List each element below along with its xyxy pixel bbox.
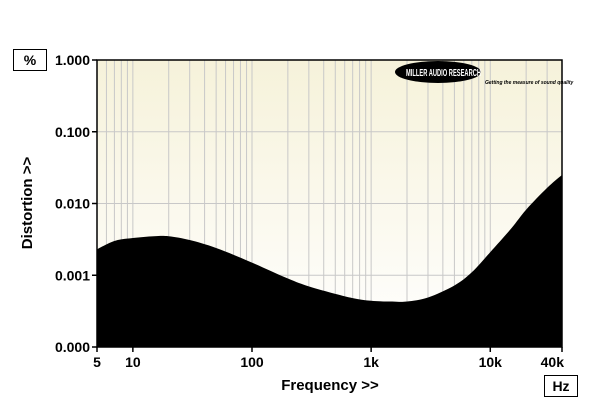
x-tick-label: 100 bbox=[240, 354, 264, 370]
x-tick-label: 10 bbox=[125, 354, 141, 370]
series-layer bbox=[97, 174, 562, 347]
y-tick-label: 0.100 bbox=[55, 124, 90, 140]
logo-tagline: Getting the measure of sound quality bbox=[485, 80, 574, 86]
logo-main-text: MILLER AUDIO RESEARCH bbox=[406, 67, 481, 79]
y-axis-title: Distortion >> bbox=[19, 157, 36, 250]
x-tick-label: 40k bbox=[541, 354, 565, 370]
y-unit-label: % bbox=[13, 49, 47, 71]
x-axis-title: Frequency >> bbox=[281, 377, 379, 394]
x-tick-label: 10k bbox=[479, 354, 503, 370]
x-tick-label: 1k bbox=[363, 354, 379, 370]
x-axis-ticks: 5 10 100 1k 10k 40k bbox=[93, 347, 564, 370]
y-axis-ticks: 0.000 0.001 0.010 0.100 1.000 bbox=[55, 52, 97, 355]
x-tick-label: 5 bbox=[93, 354, 101, 370]
y-tick-label: 1.000 bbox=[55, 52, 90, 68]
y-tick-label: 0.010 bbox=[55, 196, 90, 212]
x-unit-label: Hz bbox=[544, 375, 578, 397]
miller-audio-research-logo: MILLER AUDIO RESEARCH Getting the measur… bbox=[395, 61, 574, 86]
y-tick-label: 0.000 bbox=[55, 339, 90, 355]
y-tick-label: 0.001 bbox=[55, 267, 90, 283]
distortion-area bbox=[97, 174, 562, 347]
